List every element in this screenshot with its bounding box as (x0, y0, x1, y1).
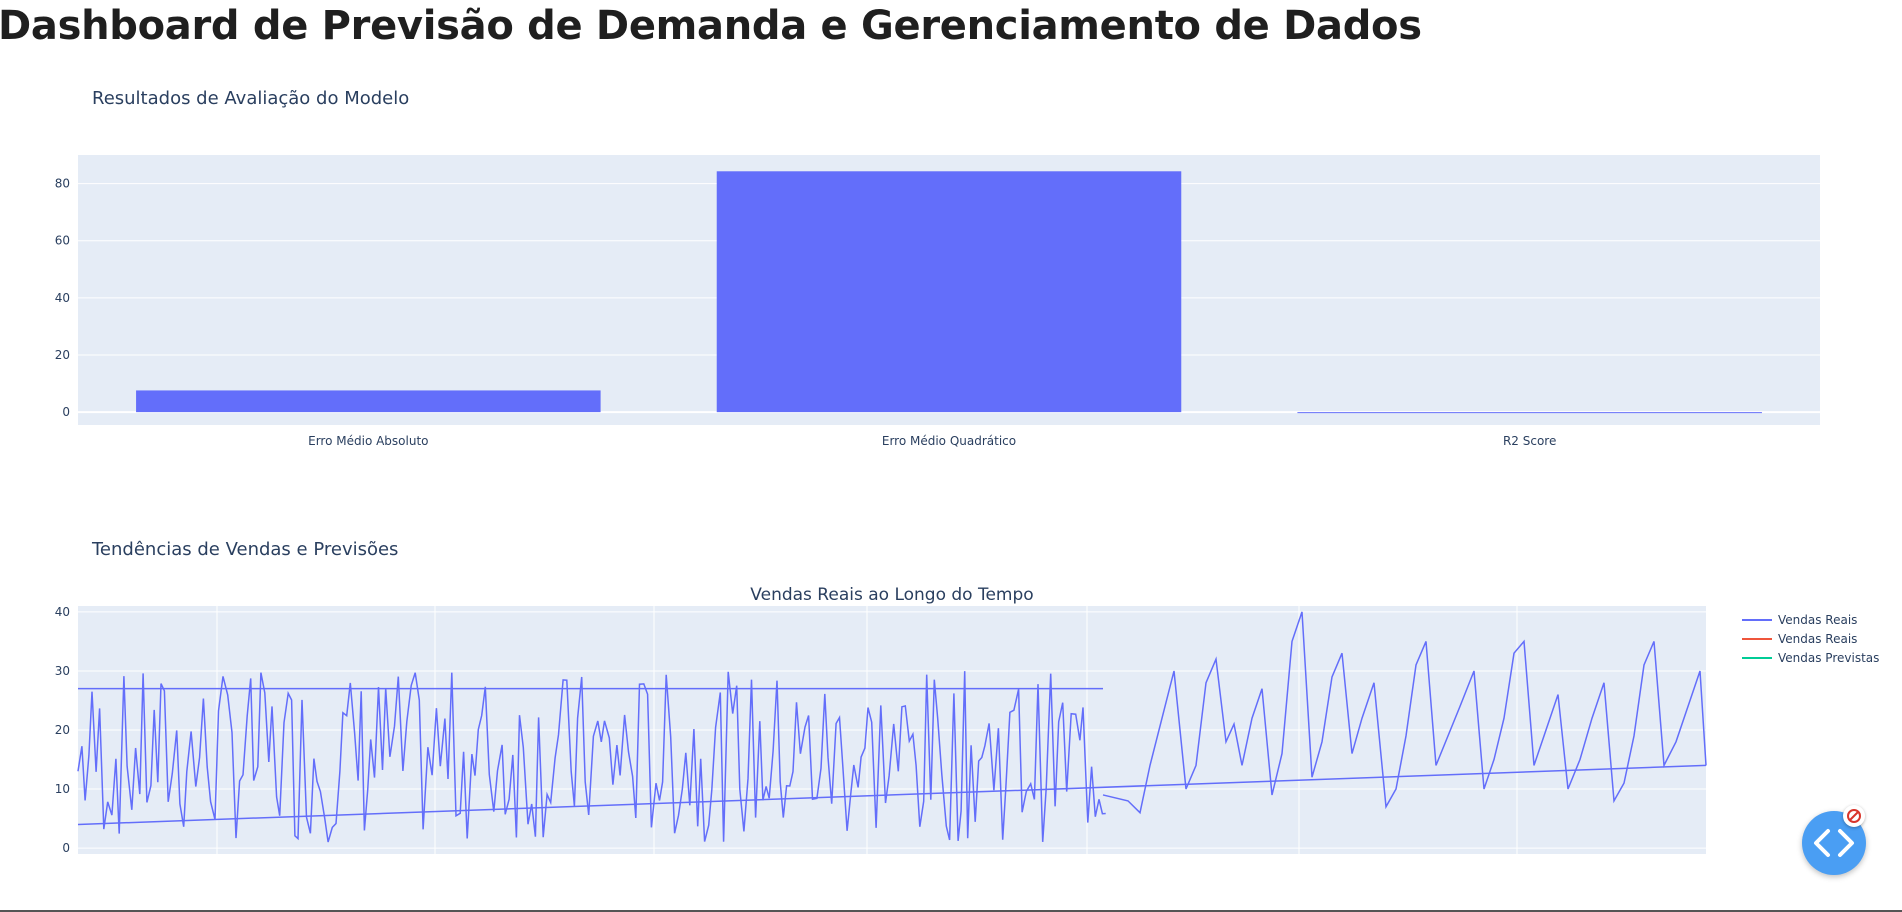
disable-badge[interactable] (1843, 805, 1865, 827)
y-tick-label: 0 (62, 405, 70, 419)
no-entry-icon (1847, 809, 1861, 823)
trends-section-title: Tendências de Vendas e Previsões (92, 539, 399, 560)
y-tick-label: 80 (55, 177, 70, 191)
legend-label: Vendas Reais (1778, 613, 1857, 627)
page-title: Dashboard de Previsão de Demanda e Geren… (0, 3, 1422, 49)
series-line-vendas-reais-tail (1102, 611, 1707, 815)
series-line-trend (77, 764, 1707, 826)
chart-title: Vendas Reais ao Longo do Tempo (750, 585, 1033, 605)
y-tick-label: 40 (55, 605, 70, 619)
evaluation-section-title: Resultados de Avaliação do Modelo (92, 88, 410, 109)
sales-line-chart: 0 10 20 30 40 Vendas Reais ao Longo do Tempo V… (55, 585, 1880, 855)
bar (716, 171, 1182, 413)
y-tick-label: 20 (55, 348, 70, 362)
code-brackets-icon (1814, 829, 1854, 857)
y-tick-label: 10 (55, 782, 70, 796)
bar (136, 390, 601, 413)
series-line-vendas-reais (77, 671, 1106, 843)
y-tick-label: 60 (55, 234, 70, 248)
legend-label: Vendas Reais (1778, 632, 1857, 646)
y-tick-label: 30 (55, 664, 70, 678)
y-tick-label: 20 (55, 723, 70, 737)
bar (1297, 412, 1762, 414)
x-tick-label: Erro Médio Quadrático (882, 434, 1016, 448)
y-tick-label: 40 (55, 291, 70, 305)
x-tick-label: R2 Score (1503, 434, 1556, 448)
bottom-border (0, 910, 1902, 912)
y-tick-label: 0 (62, 841, 70, 855)
evaluation-bar-chart: 0 20 40 60 80 Erro Médio Absoluto Erro Médio Q… (55, 155, 1820, 448)
x-tick-label: Erro Médio Absoluto (308, 434, 428, 448)
legend-label: Vendas Previstas (1778, 651, 1879, 665)
